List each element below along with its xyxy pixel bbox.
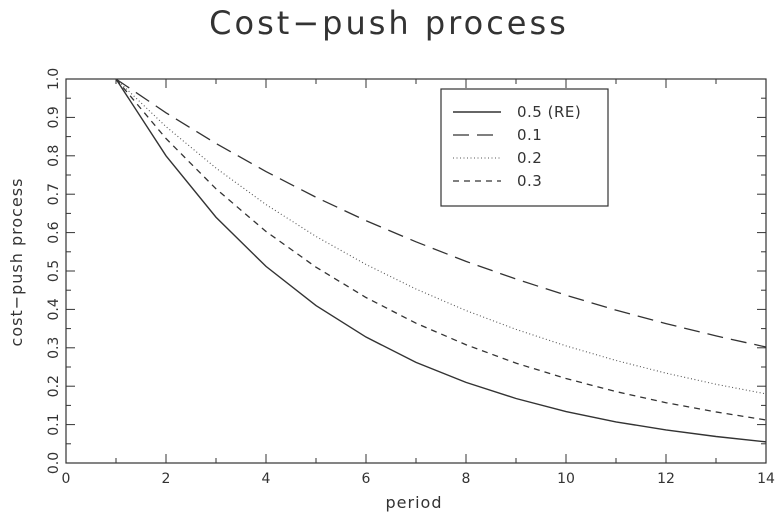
plot-area: 0 2 4 6 8 10 12 14 0.0 0.1 0.2 0.3 0.4 0.5 0.6 0.7 0.8 0.… [46,68,775,487]
series-line-3 [115,78,767,395]
y-tick-label: 0.2 [46,375,62,397]
x-tick-label: 2 [162,471,171,487]
y-tick-label: 0.7 [46,183,62,205]
y-tick-label: 0.1 [46,413,62,435]
x-tick-label: 4 [262,471,271,487]
x-tick-label: 10 [557,471,575,487]
y-tick-label: 0.8 [46,145,62,167]
legend-label-1: 0.5 (RE) [517,103,581,121]
plot-frame [65,78,767,464]
y-tick-label: 0.3 [46,337,62,359]
series-line-2 [115,78,767,348]
series-line-4 [115,78,767,421]
y-tick-label: 0.4 [46,298,62,320]
y-tick-label: 0.5 [46,260,62,282]
y-tick-label: 0.0 [46,452,62,474]
x-axis-label: period [386,493,443,512]
y-tick-label: 1.0 [46,68,62,90]
x-tick-label: 12 [657,471,675,487]
chart-title: Cost−push process [209,4,569,42]
legend-box [440,88,609,207]
x-tick-label: 8 [462,471,471,487]
y-tick-label: 0.6 [46,221,62,243]
legend-label-3: 0.2 [517,149,542,167]
y-tick-label: 0.9 [46,106,62,128]
x-tick-label: 14 [757,471,775,487]
legend-label-2: 0.1 [517,126,542,144]
x-tick-label: 0 [62,471,71,487]
x-tick-label: 6 [362,471,371,487]
legend: 0.5 (RE) 0.1 0.2 0.3 [440,88,609,207]
y-axis-label: cost−push process [7,178,26,347]
legend-label-4: 0.3 [517,172,542,190]
series-line-1 [115,78,767,443]
